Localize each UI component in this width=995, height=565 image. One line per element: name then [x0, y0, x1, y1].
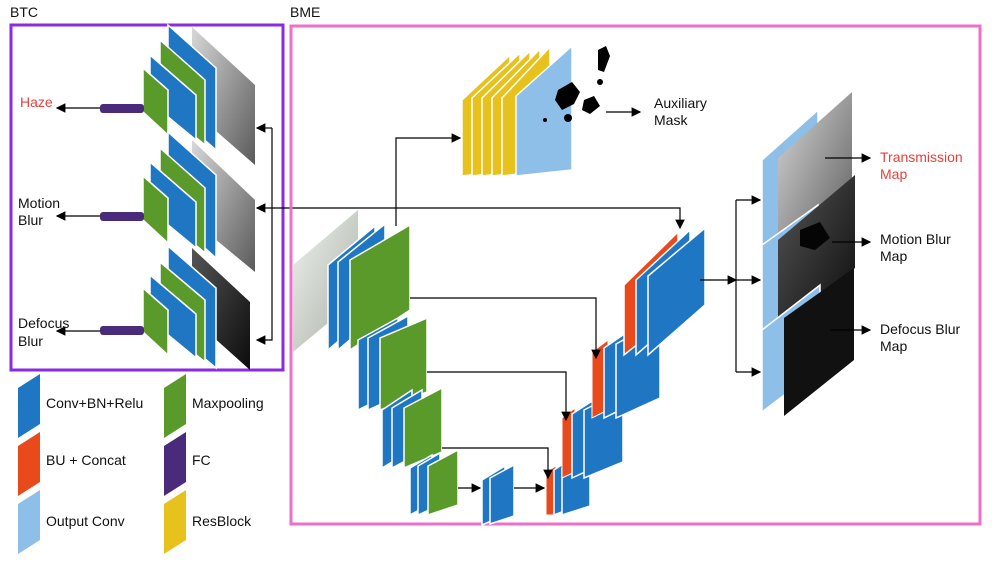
legend-output-conv: Output Conv	[18, 490, 125, 554]
defocus-output-label-line1: Defocus	[18, 315, 69, 331]
aux-mask-label-line2: Mask	[654, 112, 688, 128]
motion-output-label-line1: Motion	[18, 195, 60, 211]
btc-motion-blur-branch: Motion Blur	[18, 130, 255, 272]
btc-defocus-blur-branch: Defocus Blur	[18, 244, 250, 370]
btc-haze-branch: Haze	[20, 23, 255, 165]
haze-fc-layer	[100, 104, 144, 113]
legend-conv: Conv+BN+Relu	[18, 374, 143, 438]
legend-output-conv-label: Output Conv	[46, 513, 125, 529]
legend-maxpool: Maxpooling	[164, 374, 264, 438]
legend-maxpool-label: Maxpooling	[192, 395, 264, 411]
legend-bu-concat: BU + Concat	[18, 432, 126, 496]
btc-input-arrows	[255, 123, 392, 345]
legend-fc: FC	[164, 432, 211, 496]
defocus-map-label-line1: Defocus Blur	[880, 321, 960, 337]
bme-title: BME	[290, 4, 320, 20]
defocus-fc-layer	[100, 326, 144, 335]
btc-frame	[9, 23, 285, 372]
legend-resblock: ResBlock	[164, 490, 252, 554]
legend-bu-concat-label: BU + Concat	[46, 452, 126, 468]
auxiliary-mask-image	[543, 46, 610, 122]
aux-mask-label-line1: Auxiliary	[654, 95, 707, 111]
defocus-map-label-line2: Map	[880, 338, 907, 354]
defocus-blur-head	[761, 268, 872, 416]
skip-connections	[392, 133, 685, 493]
defocus-output-label-line2: Blur	[18, 333, 43, 349]
bottleneck-block	[481, 463, 515, 527]
resblock-stack	[461, 44, 573, 177]
btc-title: BTC	[10, 4, 38, 20]
decoder-block-0	[623, 226, 706, 357]
encoder-block-3	[409, 448, 459, 517]
encoder-block-1	[357, 314, 428, 412]
legend-fc-label: FC	[192, 452, 211, 468]
motion-fc-layer	[100, 212, 144, 221]
legend-resblock-label: ResBlock	[192, 513, 252, 529]
transmission-label-line1: Transmission	[880, 149, 963, 165]
output-heads-arrows	[700, 195, 762, 377]
motion-output-label-line2: Blur	[18, 212, 43, 228]
motion-map-label-line1: Motion Blur	[880, 231, 951, 247]
motion-map-label-line2: Map	[880, 248, 907, 264]
input-image	[293, 210, 358, 352]
encoder-block-0	[327, 222, 411, 352]
bme-frame	[289, 24, 982, 526]
transmission-label-line2: Map	[880, 166, 907, 182]
haze-output-label: Haze	[20, 94, 53, 110]
encoder-block-2	[381, 386, 443, 470]
legend-conv-label: Conv+BN+Relu	[46, 395, 143, 411]
legend: Conv+BN+Relu Maxpooling BU + Concat FC O…	[18, 374, 264, 554]
